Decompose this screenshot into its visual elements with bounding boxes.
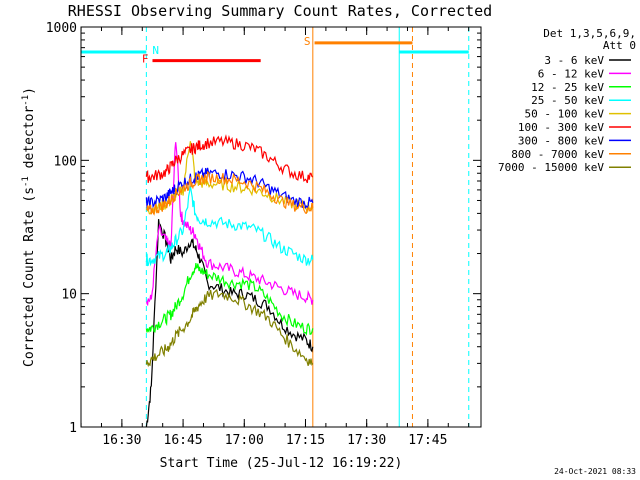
flag-label-S: S <box>304 35 311 48</box>
x-tick-label-3: 17:15 <box>286 433 325 448</box>
y-tick-label-2: 100 <box>54 154 77 169</box>
y-label-end: ) <box>22 87 37 95</box>
x-axis-label: Start Time (25-Jul-12 16:19:22) <box>160 456 403 471</box>
flag-label-N: N <box>152 44 159 57</box>
y-label-main: Corrected Count Rate (s <box>22 187 37 367</box>
x-tick-label-5: 17:45 <box>408 433 447 448</box>
series-line-3 <box>145 185 314 267</box>
legend-label-6: 300 - 800 keV <box>518 134 604 147</box>
x-axis: 16:30 16:45 17:00 17:15 17:30 17:45 <box>80 27 470 448</box>
chart-title: RHESSI Observing Summary Count Rates, Co… <box>68 2 492 20</box>
series-line-1 <box>145 142 314 306</box>
x-tick-label-4: 17:30 <box>347 433 386 448</box>
legend-label-3: 25 - 50 keV <box>531 94 604 107</box>
x-tick-label-0: 16:30 <box>102 433 141 448</box>
y-tick-label-0: 1 <box>69 421 77 436</box>
legend-label-8: 7000 - 15000 keV <box>498 161 604 174</box>
plot-area: NF S <box>80 27 470 428</box>
y-tick-label-3: 1000 <box>46 21 77 36</box>
y-label-sup2: -1 <box>21 95 31 106</box>
flag-label-F: F <box>142 53 149 66</box>
timestamp: 24-Oct-2021 08:33 <box>554 467 636 476</box>
y-label-sup1: -1 <box>21 176 31 187</box>
y-tick-label-1: 10 <box>61 288 77 303</box>
y-label-mid: detector <box>22 106 37 177</box>
series-line-5 <box>145 134 314 184</box>
legend-label-2: 12 - 25 keV <box>531 81 604 94</box>
y-axis-label: Corrected Count Rate (s-1 detector-1) <box>21 87 37 367</box>
legend-label-5: 100 - 300 keV <box>518 121 604 134</box>
legend-header-0: Det 1,3,5,6,9, <box>543 27 636 40</box>
legend-label-0: 3 - 6 keV <box>544 54 604 67</box>
series-line-8 <box>145 288 314 368</box>
y-axis: 1 10 100 1000 <box>46 21 481 436</box>
legend-header-1: Att 0 <box>603 39 636 52</box>
series-line-6 <box>145 167 314 209</box>
legend-label-7: 800 - 7000 keV <box>511 148 604 161</box>
legend-label-1: 6 - 12 keV <box>538 67 605 80</box>
plot-frame <box>80 26 482 428</box>
series-line-2 <box>145 263 314 336</box>
legend-label-4: 50 - 100 keV <box>525 108 605 121</box>
series-line-7 <box>145 170 314 216</box>
x-tick-label-2: 17:00 <box>225 433 264 448</box>
x-tick-label-1: 16:45 <box>164 433 203 448</box>
